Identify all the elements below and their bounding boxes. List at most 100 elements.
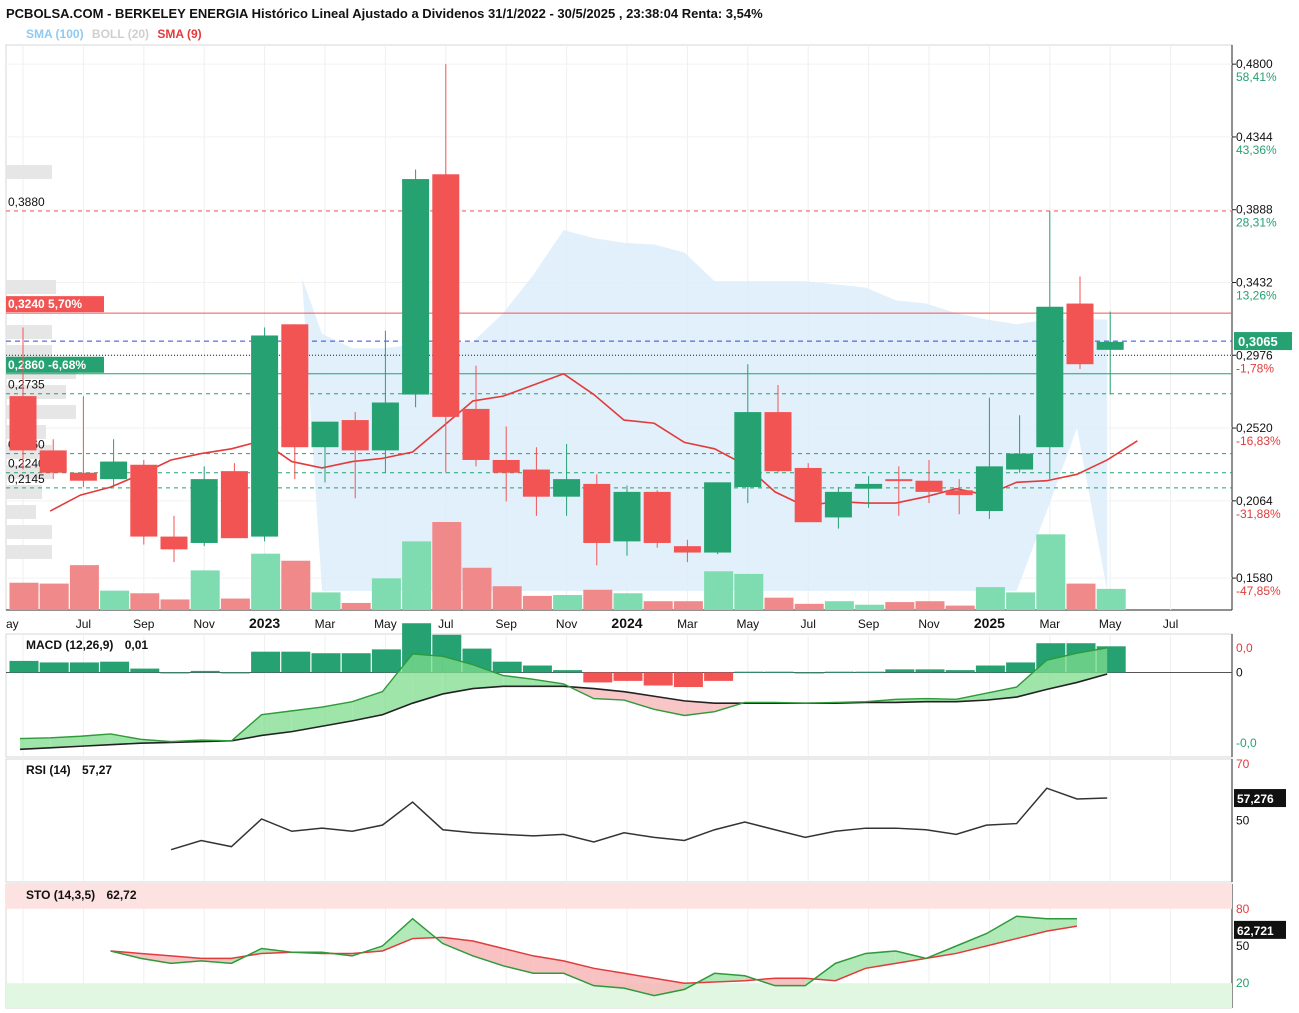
volume-bar: [69, 565, 99, 610]
candle-body: [704, 482, 732, 553]
volume-bar: [39, 583, 69, 610]
x-tick-label: Mar: [315, 617, 336, 631]
macd-histogram-bar: [492, 661, 522, 673]
volume-bar: [492, 586, 522, 610]
y-tick-label: 0,2064: [1236, 494, 1273, 508]
macd-histogram-bar: [371, 649, 401, 673]
y-tick-label: 0,3432: [1236, 275, 1273, 289]
macd-histogram-bar: [39, 662, 69, 673]
x-tick-label: Nov: [194, 617, 215, 631]
y-tick-pct: -31,88%: [1236, 507, 1281, 521]
sto-y-tick: 80: [1236, 902, 1250, 916]
macd-y-tick: -0,0: [1236, 736, 1257, 750]
rsi-line: [170, 787, 1108, 851]
candle-body: [492, 459, 520, 473]
candle-body: [160, 536, 188, 550]
rsi-label: RSI (14) 57,27: [26, 763, 112, 777]
volume-bar: [281, 560, 311, 610]
volume-profile-bar: [6, 165, 52, 179]
volume-profile-bar: [6, 545, 52, 559]
y-tick-label: 0,1580: [1236, 571, 1273, 585]
x-tick-label: 2024: [611, 615, 642, 631]
macd-fill: [442, 656, 473, 694]
x-tick-label: Jul: [438, 617, 453, 631]
volume-bar: [160, 599, 190, 610]
volume-bar: [553, 595, 583, 610]
volume-bar: [1096, 588, 1126, 610]
candle-body: [855, 483, 883, 489]
candle-body: [915, 480, 943, 492]
macd-fill: [503, 675, 534, 687]
volume-bar: [311, 592, 341, 610]
candle-body: [462, 408, 490, 460]
x-tick-label: Jul: [801, 617, 816, 631]
macd-histogram-bar: [915, 669, 945, 673]
x-tick-label: Nov: [556, 617, 577, 631]
macd-histogram-bar: [251, 651, 281, 673]
macd-fill: [110, 733, 141, 745]
macd-fill: [473, 664, 504, 689]
macd-histogram-bar: [643, 672, 673, 686]
macd-fill: [1046, 653, 1077, 690]
x-tick-label: ay: [6, 617, 19, 631]
macd-histogram-bar: [311, 653, 341, 673]
macd-fill: [412, 653, 443, 704]
candle-body: [673, 546, 701, 553]
macd-fill: [80, 733, 111, 747]
sto-y-tick: 20: [1236, 976, 1250, 990]
macd-line: [19, 647, 1108, 743]
macd-signal-line: [19, 673, 1108, 751]
sto-fill: [382, 918, 413, 951]
candle-body: [1096, 341, 1124, 350]
volume-profile-bar: [6, 345, 52, 359]
volume-bar: [764, 597, 794, 610]
sto-last-tag-bg: [1234, 920, 1286, 939]
volume-profile-bar: [6, 505, 36, 519]
macd-label: MACD (12,26,9) 0,01: [26, 638, 148, 652]
volume-bar: [9, 582, 39, 610]
candle-body: [1036, 306, 1064, 448]
macd-histogram-bar: [734, 671, 764, 673]
macd-y-tick: 0: [1236, 665, 1243, 679]
sto-fill: [835, 953, 866, 981]
level-tag-label: 0,2860 -6,68%: [8, 358, 86, 372]
volume-bar: [190, 570, 220, 610]
macd-fill: [322, 701, 353, 727]
candle-body: [432, 174, 460, 417]
volume-bar: [462, 567, 492, 610]
sto-d-line: [110, 925, 1078, 984]
macd-histogram-bar: [190, 670, 220, 673]
level-label: 0,2240: [8, 457, 45, 471]
volume-bar: [704, 571, 734, 610]
volume-bar: [643, 601, 673, 610]
volume-bar: [220, 598, 250, 610]
macd-histogram-bar: [885, 669, 915, 673]
rsi-value: 57,27: [82, 763, 113, 777]
volume-bar: [613, 593, 643, 610]
y-tick-label: 0,4344: [1236, 130, 1273, 144]
x-tick-label: May: [1099, 617, 1122, 631]
candle-body: [100, 461, 128, 480]
macd-histogram-bar: [553, 670, 583, 673]
candle-body: [794, 467, 822, 523]
candle-body: [522, 469, 550, 497]
macd-histogram-bar: [613, 672, 643, 681]
volume-bar: [673, 601, 703, 610]
macd-y-tick: 0,0: [1236, 641, 1253, 655]
legend-sma9: SMA (9): [157, 27, 202, 41]
y-tick-pct: -1,78%: [1236, 361, 1274, 375]
macd-fill: [986, 687, 1017, 701]
level-tag-bg: [6, 356, 104, 373]
macd-fill: [1077, 647, 1108, 683]
volume-bar: [402, 541, 432, 610]
macd-value: 0,01: [124, 638, 149, 652]
volume-profile-bar: [6, 485, 42, 499]
macd-histogram-bar: [281, 651, 311, 673]
candle-body: [583, 483, 611, 543]
y-tick-pct: 28,31%: [1236, 216, 1277, 230]
volume-bar: [371, 578, 401, 610]
candle-body: [190, 479, 218, 543]
volume-profile-bar: [6, 385, 66, 399]
volume-bar: [522, 595, 552, 610]
macd-histogram-bar: [160, 672, 190, 674]
